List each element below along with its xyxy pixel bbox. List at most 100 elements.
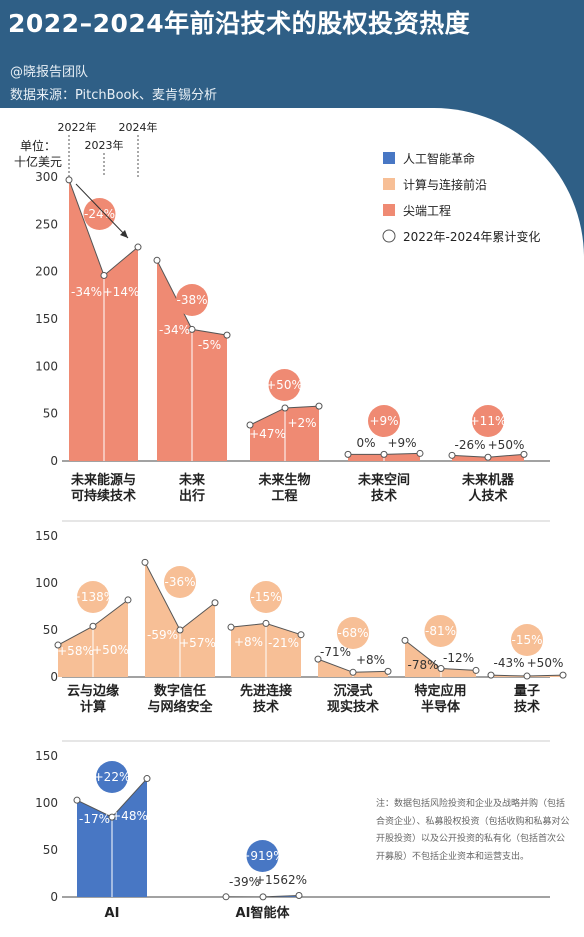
category-label: AI <box>105 906 120 921</box>
data-point <box>416 449 424 457</box>
total-change-label: -15% <box>250 590 281 604</box>
year-label: 2024年 <box>119 120 158 134</box>
data-point <box>487 671 495 679</box>
total-change-label: +919% <box>240 849 284 863</box>
data-point <box>344 450 352 458</box>
data-point <box>65 176 73 184</box>
total-change-bubble <box>246 840 279 872</box>
data-point <box>259 893 267 901</box>
total-change-bubble <box>83 198 116 230</box>
category-label-line: 沉浸式 <box>333 683 372 699</box>
data-point <box>143 775 151 783</box>
total-change-bubble <box>268 369 301 401</box>
change-label: -78% <box>407 658 438 672</box>
area-mark <box>405 640 476 677</box>
category-label: 未来能源与可持续技术 <box>70 472 136 504</box>
data-point <box>520 450 528 458</box>
total-change-bubble <box>176 284 208 316</box>
data-point <box>262 619 270 627</box>
change-label: +14% <box>103 285 140 299</box>
category-label: 未来空间技术 <box>357 472 410 504</box>
data-point <box>314 655 322 663</box>
total-change-label: -24% <box>84 207 115 221</box>
category-label-line: 技术 <box>514 699 540 715</box>
data-point <box>281 404 289 412</box>
category-label-line: 半导体 <box>421 699 461 715</box>
legend-swatch <box>382 229 396 243</box>
total-change-bubble <box>96 761 128 793</box>
category-label: 未来机器人技术 <box>461 472 515 504</box>
category-label-line: AI <box>105 906 120 921</box>
change-label: -17% <box>79 812 110 826</box>
y-tick-label: 100 <box>35 576 58 590</box>
total-change-bubble <box>368 405 400 437</box>
category-label-line: 技术 <box>371 488 397 504</box>
y-tick-label: 300 <box>35 170 58 184</box>
category-label-line: 工程 <box>271 489 297 504</box>
y-tick-label: 150 <box>35 312 58 326</box>
category-label: 数字信任与网络安全 <box>147 683 213 715</box>
data-point <box>141 558 149 566</box>
category-label: 未来生物工程 <box>257 472 310 504</box>
header: 2022–2024年前沿技术的股权投资热度 @晓报告团队 数据来源：PitchB… <box>0 0 584 110</box>
change-label: +2% <box>287 416 316 430</box>
y-tick-label: 150 <box>35 749 58 763</box>
data-point <box>315 402 323 410</box>
change-label: +47% <box>249 427 286 441</box>
total-change-bubble <box>511 624 543 656</box>
page-title: 2022–2024年前沿技术的股权投资热度 <box>8 9 471 38</box>
total-change-label: +22% <box>94 770 131 784</box>
legend-label: 2022年-2024年累计变化 <box>403 229 540 244</box>
y-tick-label: 250 <box>35 217 58 231</box>
data-point <box>100 271 108 279</box>
y-tick-label: 50 <box>43 623 58 637</box>
data-point <box>227 623 235 631</box>
category-label: 先进连接技术 <box>240 683 292 715</box>
author-credit: @晓报告团队 <box>10 65 89 80</box>
change-label: -21% <box>268 636 299 650</box>
y-tick-label: 50 <box>43 407 58 421</box>
change-label: +8% <box>234 635 263 649</box>
change-label: +50% <box>488 438 525 452</box>
legend-swatch <box>383 152 395 164</box>
category-label-line: 量子 <box>514 684 540 699</box>
category-label-line: 出行 <box>179 488 205 504</box>
change-label: -26% <box>454 438 485 452</box>
category-label-line: 人技术 <box>468 488 507 504</box>
data-point <box>223 331 231 339</box>
change-label: -43% <box>493 656 524 670</box>
category-label-line: 技术 <box>253 699 279 715</box>
total-change-bubble <box>472 405 504 437</box>
data-point <box>153 256 161 264</box>
data-point <box>349 668 357 676</box>
data-point <box>124 596 132 604</box>
category-label: 未来出行 <box>178 472 206 504</box>
total-change-label: -36% <box>164 575 195 589</box>
change-label: +57% <box>179 636 216 650</box>
unit-label-line: 单位： <box>20 138 56 153</box>
category-label-line: 未来生物 <box>257 472 310 488</box>
category-label-line: 与网络安全 <box>147 699 213 715</box>
category-label-line: 先进连接 <box>240 683 292 699</box>
category-label: 特定应用半导体 <box>414 683 466 715</box>
data-point <box>523 672 531 680</box>
change-label: +48% <box>111 809 148 823</box>
category-label-line: AI智能体 <box>236 905 291 921</box>
total-change-label: -81% <box>425 624 456 638</box>
change-label: -34% <box>159 323 190 337</box>
unit-label-line: 十亿美元 <box>14 154 62 169</box>
category-label: 量子技术 <box>514 684 540 715</box>
change-label: -39% <box>229 875 260 889</box>
data-point <box>222 893 230 901</box>
trend-arrowhead <box>120 230 128 238</box>
total-change-bubble <box>77 581 109 613</box>
data-point <box>176 626 184 634</box>
change-label: -59% <box>147 628 178 642</box>
change-label: +50% <box>92 643 129 657</box>
total-change-label: +11% <box>470 414 507 428</box>
change-label: +58% <box>57 644 94 658</box>
data-point <box>297 631 305 639</box>
total-change-bubble <box>250 581 282 613</box>
category-label-line: 云与边缘 <box>67 683 119 699</box>
